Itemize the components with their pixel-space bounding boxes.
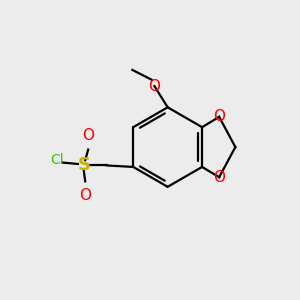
Text: O: O: [213, 170, 225, 185]
Text: S: S: [77, 157, 90, 175]
Text: O: O: [148, 79, 160, 94]
Text: O: O: [213, 110, 225, 124]
Text: O: O: [79, 188, 91, 203]
Text: O: O: [82, 128, 94, 143]
Text: Cl: Cl: [50, 153, 64, 166]
